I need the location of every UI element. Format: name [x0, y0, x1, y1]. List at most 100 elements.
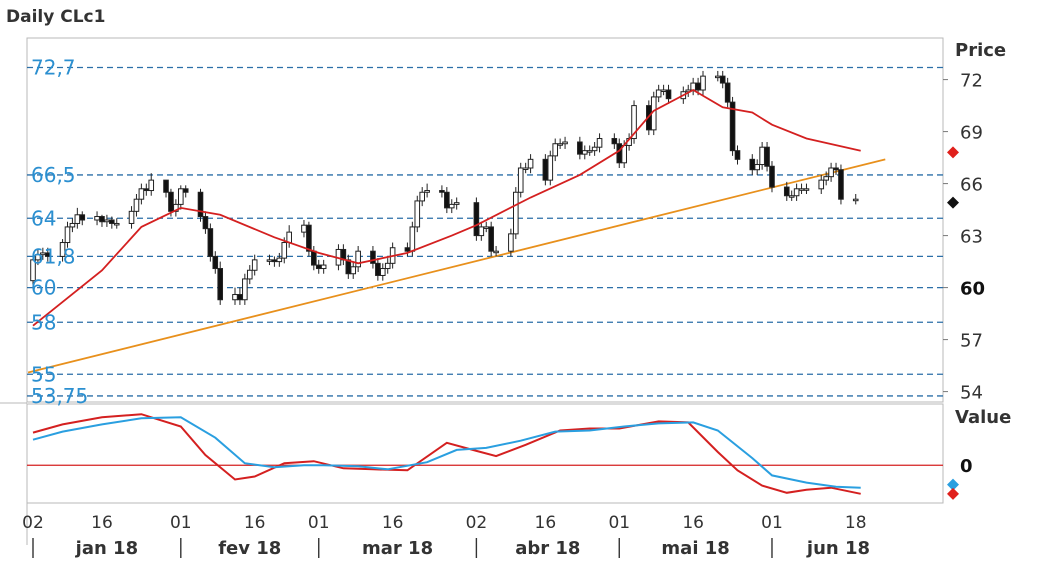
candle	[138, 183, 145, 205]
candle-body	[69, 222, 76, 228]
candle	[276, 252, 283, 267]
candle-body	[315, 264, 322, 270]
candle-body	[74, 214, 81, 224]
candle	[340, 244, 347, 266]
candle-body	[557, 143, 563, 146]
candle-body	[852, 198, 859, 202]
candle	[355, 246, 361, 272]
candle-body	[355, 250, 361, 268]
candle-body	[513, 191, 519, 235]
level-label: 60	[31, 276, 56, 300]
candle	[419, 187, 425, 207]
candle	[345, 254, 352, 279]
candle	[749, 154, 756, 175]
candle-body	[473, 202, 480, 237]
candle	[315, 259, 322, 274]
candle-body	[251, 259, 258, 271]
candle	[478, 221, 485, 241]
candle-body	[320, 264, 327, 270]
candle	[104, 214, 110, 227]
oscillator-plot-area	[27, 413, 943, 495]
price-tick-label: 72	[960, 71, 983, 92]
candle	[74, 207, 81, 229]
candle-body	[759, 146, 765, 166]
candle	[439, 185, 445, 198]
candle	[660, 84, 667, 96]
month-label: mai 18	[661, 538, 729, 559]
candle-body	[419, 191, 425, 202]
level-label: 61,8	[31, 244, 76, 268]
candle-body	[128, 210, 135, 224]
candle-body	[611, 138, 618, 145]
candle	[301, 220, 307, 238]
candle-body	[547, 155, 554, 181]
candle	[448, 199, 455, 214]
candle	[404, 242, 411, 257]
candle-body	[301, 224, 307, 233]
candle-body	[148, 179, 155, 192]
candle	[251, 254, 258, 276]
candle	[724, 77, 731, 108]
candle	[30, 256, 36, 286]
candle-body	[384, 262, 391, 270]
candle	[828, 162, 834, 182]
oscillator-panel-frame	[26, 403, 944, 504]
level-label: 64	[31, 206, 56, 230]
candle-body	[581, 150, 588, 155]
candle	[596, 133, 603, 153]
candle-body	[202, 216, 209, 230]
candle	[581, 145, 588, 160]
candle-body	[828, 167, 834, 178]
candle-body	[439, 190, 445, 193]
candle	[823, 171, 829, 186]
price-tick-label: 66	[960, 175, 983, 196]
candle	[769, 161, 775, 193]
month-label: abr 18	[515, 538, 580, 559]
candle-body	[665, 89, 672, 100]
level-label: 66,5	[31, 163, 76, 187]
candle	[69, 218, 76, 233]
candle-body	[94, 216, 100, 221]
candle-body	[311, 250, 317, 266]
candle	[473, 197, 480, 241]
month-label: jan 18	[75, 538, 138, 559]
candle	[793, 183, 800, 201]
candle-body	[562, 141, 568, 145]
candle-body	[59, 242, 66, 257]
oscillator-series-line	[32, 413, 861, 495]
day-tick-label: 16	[682, 513, 704, 533]
candle-body	[207, 228, 214, 257]
candle	[700, 70, 706, 96]
candle	[513, 187, 519, 240]
moving-average-line	[32, 88, 861, 327]
candle	[35, 249, 41, 266]
candle	[128, 206, 135, 229]
candle	[577, 136, 583, 160]
candle-body	[542, 158, 549, 181]
level-label: 55	[31, 362, 56, 386]
month-label: fev 18	[218, 538, 281, 559]
candle	[173, 199, 179, 217]
candle-body	[788, 195, 795, 198]
candle	[833, 162, 839, 175]
chart-title: Daily CLc1	[6, 7, 105, 27]
candle	[552, 138, 559, 162]
candle-body	[724, 82, 731, 103]
candle	[803, 183, 810, 194]
candle-body	[448, 203, 455, 209]
oscillator-tick-label: 0	[960, 456, 973, 477]
day-tick-label: 01	[170, 513, 192, 533]
candle-body	[177, 188, 184, 205]
candle-body	[798, 188, 805, 191]
candle-body	[517, 167, 524, 193]
candle	[197, 188, 204, 222]
candle-body	[552, 143, 559, 157]
candle	[783, 181, 790, 201]
candle	[483, 221, 490, 233]
candle-body	[424, 190, 430, 193]
candle	[370, 246, 376, 269]
candle-body	[522, 167, 529, 170]
candle	[44, 247, 51, 262]
candle	[79, 211, 86, 226]
